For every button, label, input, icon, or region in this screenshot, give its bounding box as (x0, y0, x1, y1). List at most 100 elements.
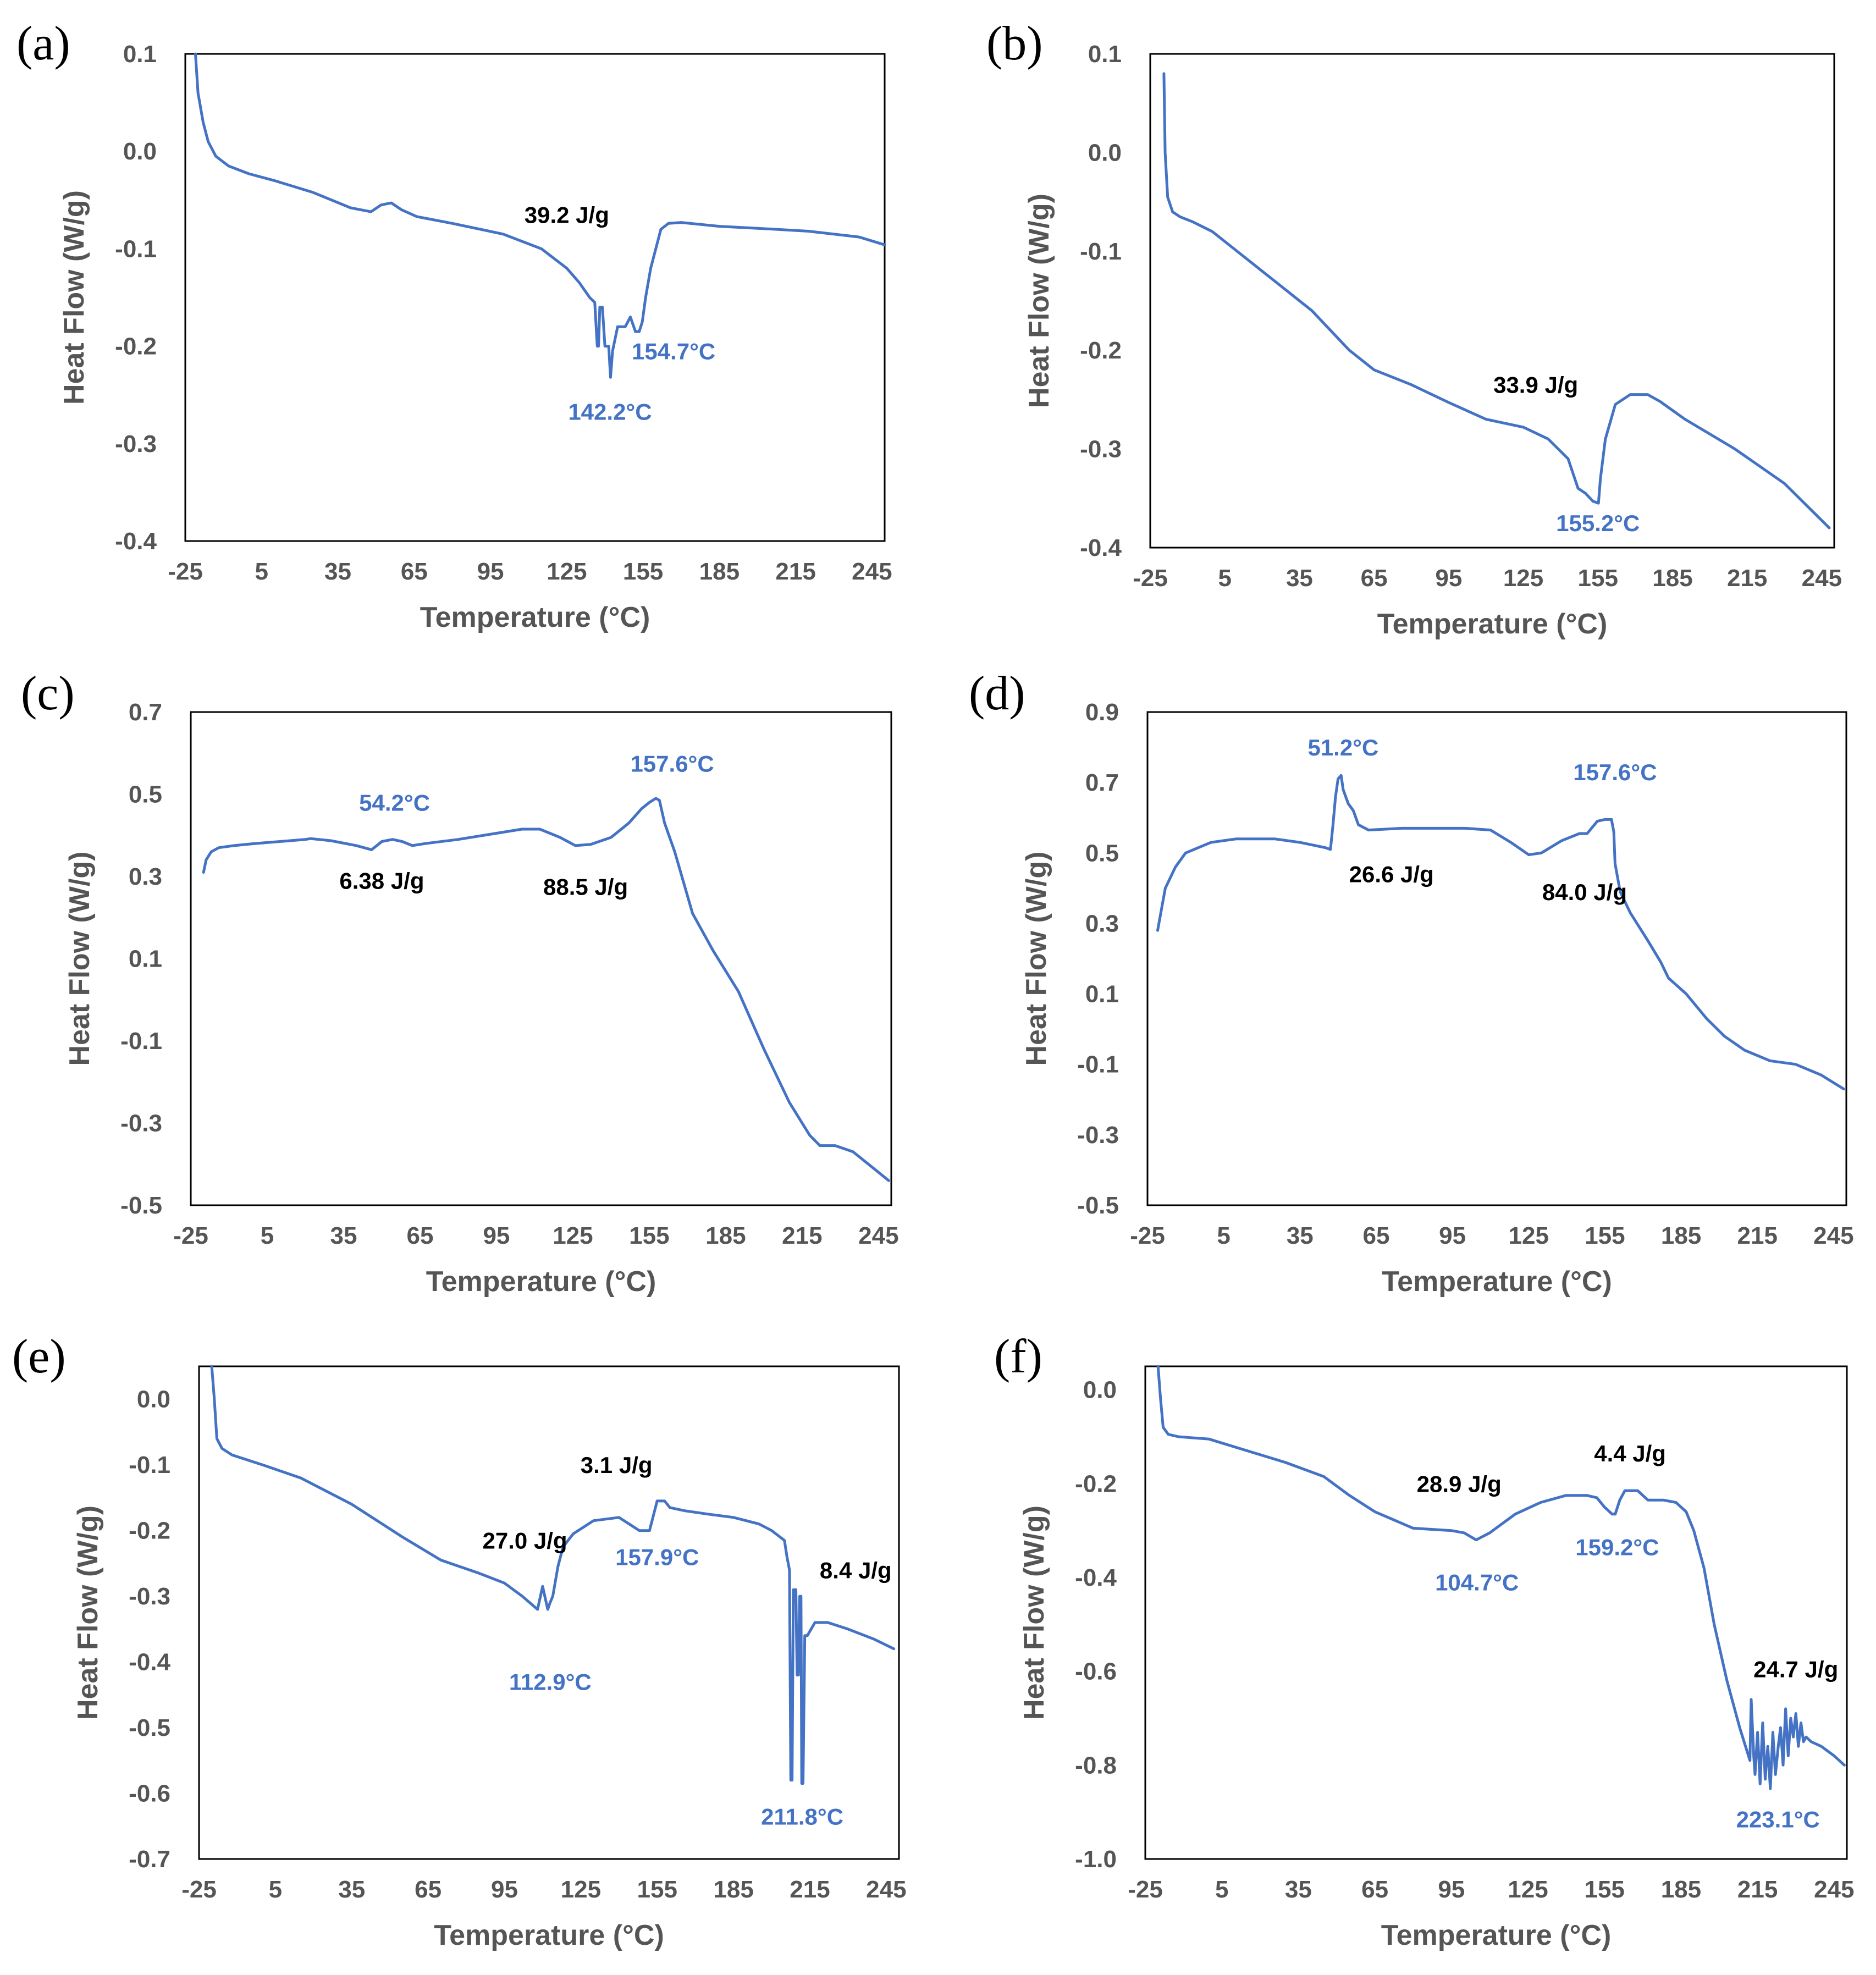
x-tick-label: 155 (637, 1876, 677, 1903)
y-axis-title: Heat Flow (W/g) (72, 1505, 104, 1720)
dsc-panel-c: (c) -25 5 35 65 95 125 155 185 215 245 0.7 0.5 0.3 0.1… (21, 667, 899, 1298)
heat-flow-series-line (1156, 1365, 1846, 1790)
x-tick-label: -25 (1128, 1876, 1163, 1903)
x-tick-label: 185 (1661, 1222, 1701, 1249)
x-tick-label: 65 (406, 1222, 433, 1249)
panel-label: (d) (969, 667, 1025, 720)
peak-temperature-label: 54.2°C (359, 790, 430, 815)
x-tick-label: 5 (261, 1222, 274, 1249)
x-tick-label: 5 (269, 1876, 282, 1903)
x-tick-label: 155 (1584, 1876, 1624, 1903)
y-axis-title: Heat Flow (W/g) (1023, 194, 1055, 408)
y-tick-label: -0.4 (1075, 1564, 1117, 1591)
x-tick-label: 155 (1578, 565, 1618, 592)
x-tick-label: 35 (330, 1222, 357, 1249)
enthalpy-label: 3.1 J/g (581, 1452, 653, 1478)
panel-label: (c) (21, 667, 75, 720)
enthalpy-label: 39.2 J/g (525, 202, 609, 228)
enthalpy-label: 28.9 J/g (1417, 1471, 1502, 1497)
panel-label: (b) (986, 17, 1043, 70)
y-tick-label: -0.2 (129, 1518, 170, 1544)
y-tick-label: 0.1 (1088, 41, 1122, 68)
plot-area-frame (184, 53, 886, 542)
x-axis-title: Temperature (°C) (1381, 1919, 1612, 1951)
x-tick-label: 95 (1439, 1222, 1466, 1249)
y-tick-label: -0.3 (1080, 435, 1122, 462)
x-tick-label: 65 (415, 1876, 442, 1903)
y-axis-title: Heat Flow (W/g) (64, 852, 96, 1066)
x-tick-label: 35 (338, 1876, 365, 1903)
x-axis-title: Temperature (°C) (1382, 1266, 1612, 1298)
y-tick-label: 0.5 (129, 781, 162, 808)
heat-flow-series-line (1156, 774, 1845, 1091)
x-tick-label: 155 (1585, 1222, 1625, 1249)
x-tick-label: 215 (782, 1222, 822, 1249)
peak-temperature-label: 142.2°C (568, 399, 652, 424)
y-tick-label: -0.1 (115, 235, 157, 262)
peak-temperature-label: 51.2°C (1307, 735, 1378, 760)
y-axis-title: Heat Flow (W/g) (1018, 1505, 1050, 1720)
x-tick-label: -25 (1133, 565, 1168, 592)
heat-flow-series-line (194, 52, 886, 379)
x-tick-label: 155 (623, 558, 663, 585)
x-tick-label: 185 (713, 1876, 753, 1903)
heat-flow-series-line (210, 1365, 896, 1785)
x-axis-title: Temperature (°C) (426, 1266, 656, 1298)
x-tick-label: 185 (1661, 1876, 1701, 1903)
x-tick-label: -25 (1130, 1222, 1165, 1249)
x-tick-label: 35 (1287, 1222, 1314, 1249)
panel-label: (a) (16, 17, 70, 70)
peak-temperature-label: 155.2°C (1556, 510, 1640, 536)
enthalpy-label: 27.0 J/g (482, 1528, 567, 1554)
dsc-panel-f: (f) -25 5 35 65 95 125 155 185 215 245 0.0 -0.2 -0.4 -… (994, 1330, 1855, 1951)
y-tick-label: -0.3 (1077, 1122, 1119, 1149)
y-tick-label: 0.1 (129, 946, 162, 973)
y-tick-label: 0.0 (137, 1386, 170, 1413)
x-tick-label: 125 (547, 558, 587, 585)
x-tick-label: 245 (858, 1222, 898, 1249)
y-tick-label: -0.2 (1075, 1470, 1117, 1497)
x-tick-label: 215 (1727, 565, 1767, 592)
y-tick-label: 0.5 (1085, 840, 1119, 867)
x-axis-title: Temperature (°C) (420, 602, 650, 633)
x-tick-label: 215 (1737, 1222, 1778, 1249)
y-tick-label: -0.5 (1077, 1192, 1119, 1219)
panel-label: (e) (12, 1330, 66, 1383)
y-tick-label: 0.3 (129, 863, 162, 890)
heat-flow-series-line (202, 797, 890, 1182)
x-tick-label: 155 (629, 1222, 669, 1249)
enthalpy-label: 4.4 J/g (1594, 1441, 1666, 1466)
x-tick-label: -25 (168, 558, 203, 585)
x-tick-label: -25 (181, 1876, 217, 1903)
panel-label: (f) (994, 1330, 1042, 1383)
x-tick-label: 35 (1286, 565, 1313, 592)
peak-temperature-label: 159.2°C (1575, 1535, 1659, 1560)
y-tick-label: -0.7 (129, 1846, 170, 1873)
enthalpy-label: 88.5 J/g (543, 874, 628, 900)
x-axis-title: Temperature (°C) (1377, 608, 1608, 640)
y-tick-label: -0.3 (115, 431, 157, 457)
y-tick-label: 0.1 (1085, 981, 1119, 1008)
enthalpy-label: 8.4 J/g (820, 1557, 892, 1583)
peak-temperature-label: 157.6°C (630, 751, 714, 776)
y-tick-label: -0.1 (1077, 1051, 1119, 1078)
x-tick-label: 5 (1218, 565, 1231, 592)
enthalpy-label: 84.0 J/g (1542, 879, 1627, 905)
enthalpy-label: 26.6 J/g (1349, 862, 1434, 887)
peak-temperature-label: 104.7°C (1435, 1570, 1519, 1596)
peak-temperature-label: 112.9°C (509, 1669, 592, 1695)
y-tick-label: -0.2 (115, 333, 157, 360)
x-tick-label: -25 (173, 1222, 208, 1249)
y-tick-label: 0.7 (129, 699, 162, 726)
y-tick-label: -0.2 (1080, 337, 1122, 364)
x-tick-label: 245 (866, 1876, 906, 1903)
x-tick-label: 125 (553, 1222, 593, 1249)
x-tick-label: 185 (1652, 565, 1692, 592)
peak-temperature-label: 157.9°C (615, 1544, 699, 1570)
y-tick-label: -0.1 (1080, 238, 1122, 265)
y-tick-label: -0.3 (129, 1583, 170, 1610)
x-tick-label: 245 (1814, 1876, 1854, 1903)
plot-area-frame (190, 711, 892, 1206)
y-tick-label: -0.6 (129, 1780, 170, 1807)
y-axis-title: Heat Flow (W/g) (1020, 852, 1052, 1066)
